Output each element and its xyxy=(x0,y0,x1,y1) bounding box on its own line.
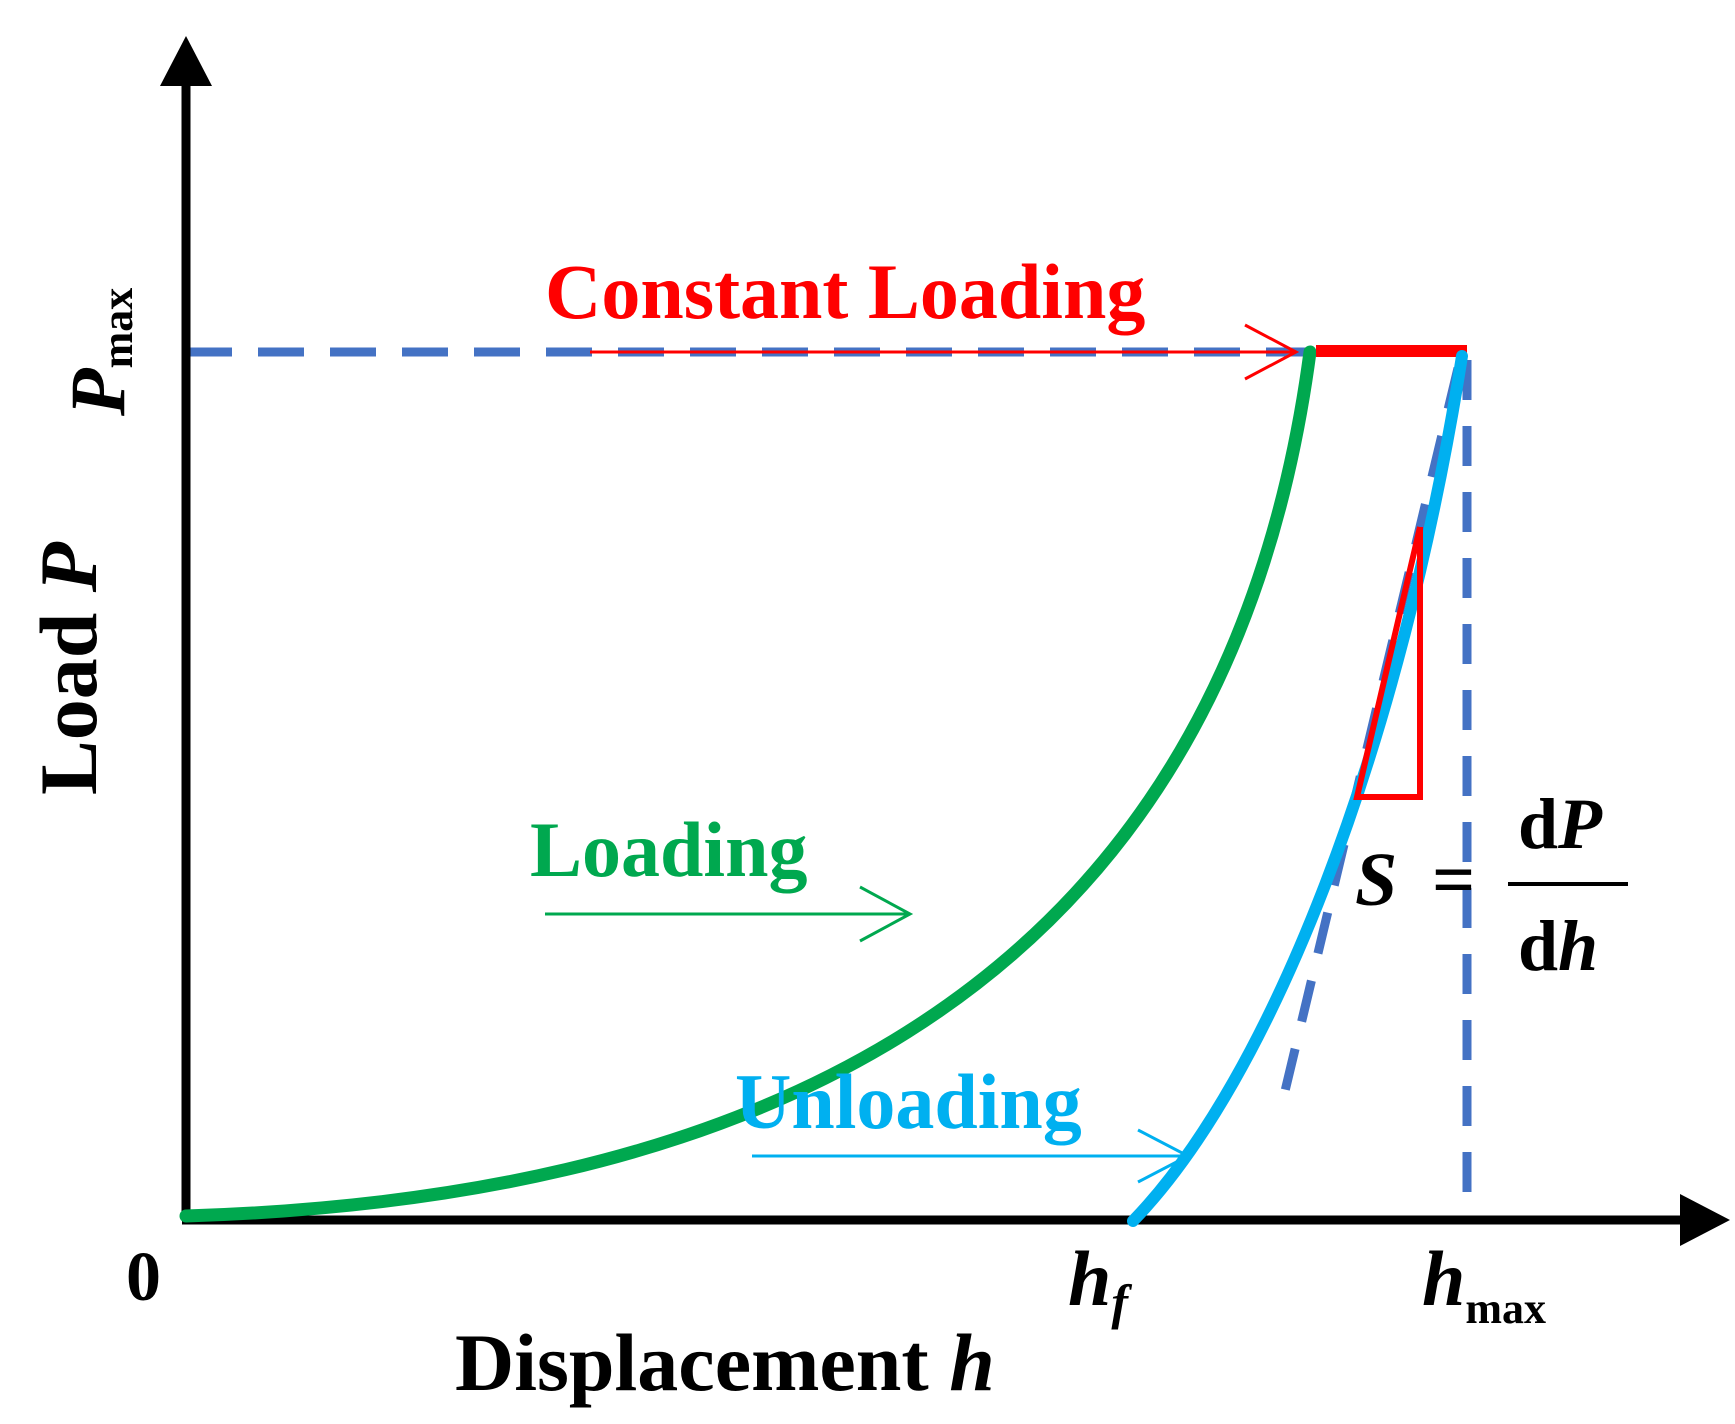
y-axis-label: Load P xyxy=(23,541,114,795)
pmax-label: Pmax xyxy=(54,288,142,417)
x-axis-label: Displacement h xyxy=(455,1317,995,1408)
slope-triangle xyxy=(1353,526,1423,800)
origin-label: 0 xyxy=(126,1239,161,1316)
x-axis-arrowhead xyxy=(1680,1194,1730,1246)
formula-equals: = xyxy=(1432,838,1475,922)
unloading-arrow xyxy=(752,1128,1192,1184)
constant-loading-label: Constant Loading xyxy=(545,248,1145,335)
loading-label: Loading xyxy=(530,806,807,893)
formula-lhs: S xyxy=(1355,838,1397,922)
unloading-label: Unloading xyxy=(735,1058,1082,1145)
hmax-label: hmax xyxy=(1422,1235,1546,1333)
y-axis-arrowhead xyxy=(160,36,212,86)
hf-label: hf xyxy=(1068,1235,1132,1330)
stiffness-formula: S = dP dh xyxy=(1355,784,1628,986)
formula-numerator: dP xyxy=(1518,784,1603,864)
loading-curve xyxy=(179,345,1317,1223)
formula-denominator: dh xyxy=(1518,906,1598,986)
constant-loading-arrow xyxy=(590,323,1300,381)
unloading-curve xyxy=(1127,350,1468,1227)
loading-arrow xyxy=(545,885,914,943)
